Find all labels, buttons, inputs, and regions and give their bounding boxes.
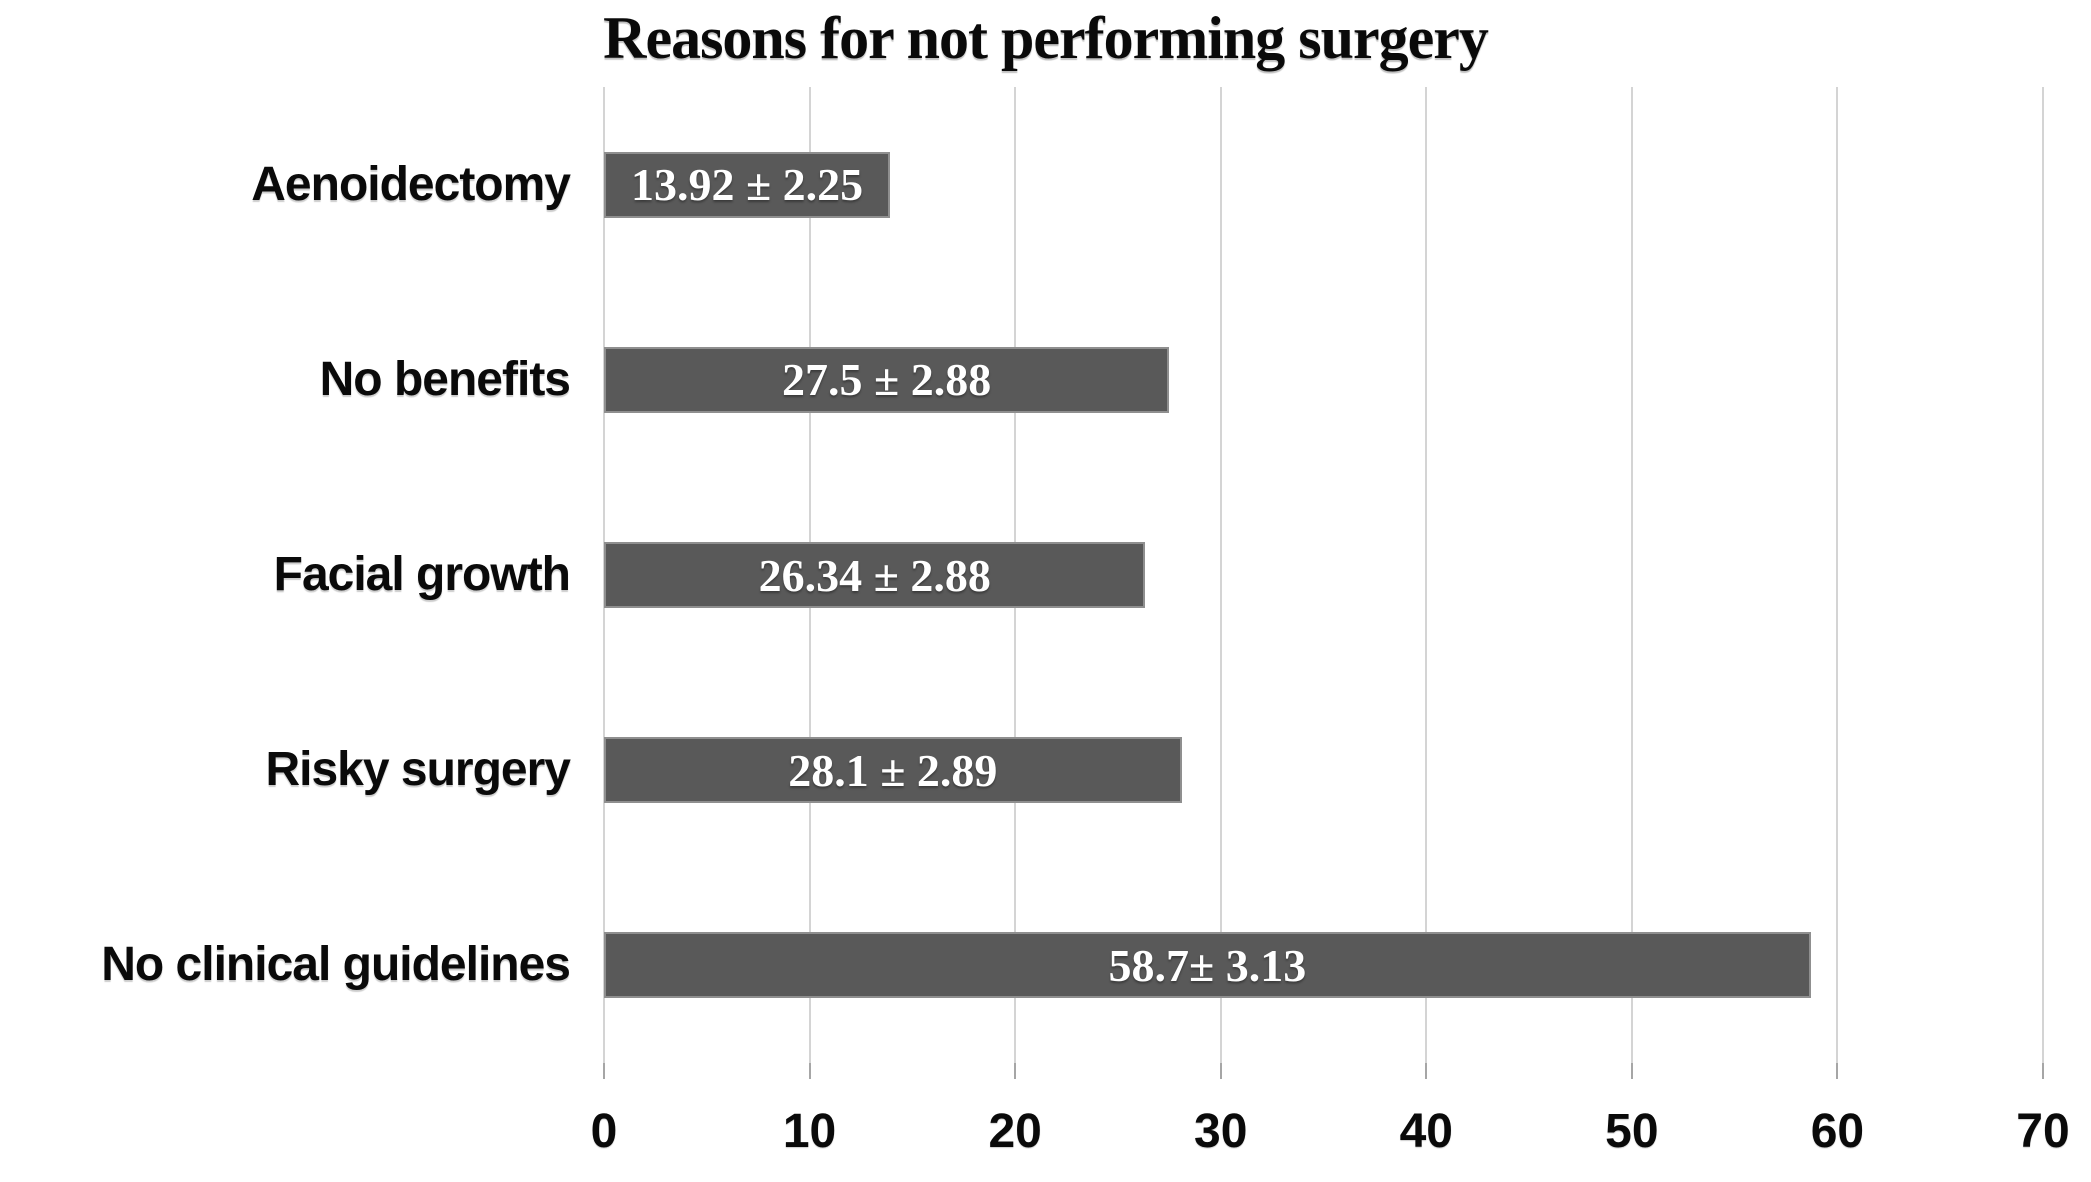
x-axis-tick-mark xyxy=(603,1063,605,1079)
x-axis-tick-mark xyxy=(1014,1063,1017,1079)
bar: 58.7± 3.13 xyxy=(604,932,1811,999)
x-tick-label: 70 xyxy=(2016,1105,2070,1158)
x-axis-tick-mark xyxy=(1836,1063,1839,1079)
gridline xyxy=(1425,87,1428,1063)
category-label: Risky surgery xyxy=(265,743,571,797)
bar: 26.34 ± 2.88 xyxy=(604,542,1146,608)
gridline xyxy=(2042,87,2044,1063)
plot-area: 13.92 ± 2.25 27.5 ± 2.88 26.34 ± 2.88 28.1 … xyxy=(603,87,2044,1079)
category-label: Aenoidectomy xyxy=(251,157,571,211)
x-axis-tick-mark xyxy=(1630,1063,1633,1079)
x-tick-label: 20 xyxy=(988,1105,1042,1158)
x-tick-label: 10 xyxy=(782,1105,837,1158)
gridline xyxy=(1836,87,1839,1063)
bar-value-label: 28.1 ± 2.89 xyxy=(788,744,998,796)
category-label: Facial growth xyxy=(273,548,571,601)
x-axis-tick-mark xyxy=(2042,1063,2044,1079)
x-axis-tick-mark xyxy=(1425,1063,1428,1079)
gridline xyxy=(1630,87,1633,1063)
category-label: No benefits xyxy=(319,352,571,406)
bar-value-label: 27.5 ± 2.88 xyxy=(782,354,992,406)
category-label: No clinical guidelines xyxy=(101,938,571,992)
bar-value-label: 58.7± 3.13 xyxy=(1108,939,1307,991)
x-tick-label: 40 xyxy=(1399,1105,1453,1158)
bar: 27.5 ± 2.88 xyxy=(604,346,1170,413)
bar: 28.1 ± 2.89 xyxy=(604,737,1182,804)
gridline xyxy=(1219,87,1222,1063)
bar: 13.92 ± 2.25 xyxy=(604,151,891,218)
x-axis-tick-mark xyxy=(1219,1063,1222,1079)
x-tick-label: 30 xyxy=(1194,1105,1248,1158)
bar-value-label: 13.92 ± 2.25 xyxy=(630,159,864,211)
x-tick-label: 60 xyxy=(1810,1105,1865,1158)
x-tick-label: 0 xyxy=(590,1105,618,1158)
bar-value-label: 26.34 ± 2.88 xyxy=(758,549,991,601)
x-axis-tick-mark xyxy=(808,1063,811,1079)
chart-title: Reasons for not performing surgery xyxy=(603,5,1489,71)
x-tick-label: 50 xyxy=(1605,1105,1659,1158)
